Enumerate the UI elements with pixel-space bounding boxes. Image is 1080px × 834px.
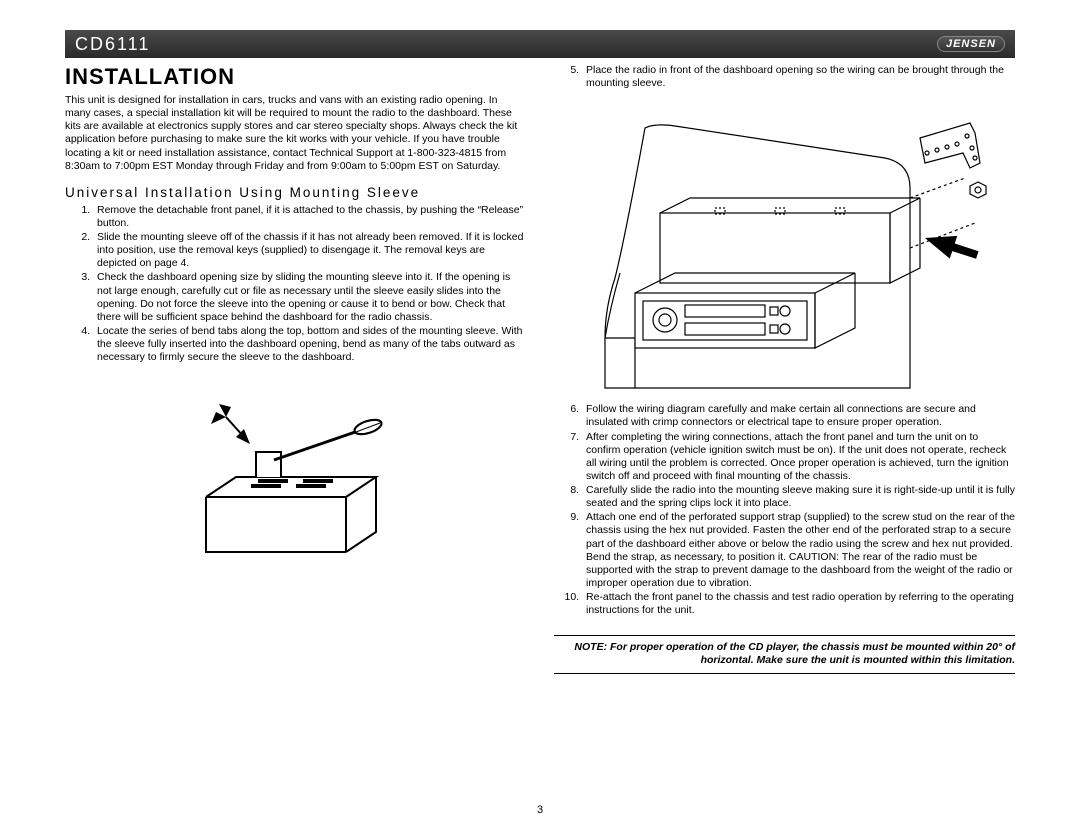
step-item: Locate the series of bend tabs along the… — [93, 325, 526, 364]
intro-paragraph: This unit is designed for installation i… — [65, 94, 526, 173]
step-item: After completing the wiring connections,… — [582, 431, 1015, 484]
step-item: Check the dashboard opening size by slid… — [93, 271, 526, 324]
note-block: NOTE: For proper operation of the CD pla… — [554, 635, 1015, 673]
install-steps-left: Remove the detachable front panel, if it… — [65, 204, 526, 365]
step-item: Slide the mounting sleeve off of the cha… — [93, 231, 526, 270]
left-column: INSTALLATION This unit is designed for i… — [65, 64, 526, 674]
step-item: Follow the wiring diagram carefully and … — [582, 403, 1015, 429]
model-number: CD6111 — [75, 34, 150, 55]
manual-page: CD6111 JENSEN INSTALLATION This unit is … — [0, 0, 1080, 834]
step-item: Place the radio in front of the dashboar… — [582, 64, 1015, 90]
brand-logo: JENSEN — [937, 36, 1005, 52]
step-item: Carefully slide the radio into the mount… — [582, 484, 1015, 510]
install-steps-right-a: Place the radio in front of the dashboar… — [554, 64, 1015, 90]
header-bar: CD6111 JENSEN — [65, 30, 1015, 58]
subsection-heading: Universal Installation Using Mounting Sl… — [65, 185, 526, 200]
step-item: Remove the detachable front panel, if it… — [93, 204, 526, 230]
step-item: Attach one end of the perforated support… — [582, 511, 1015, 590]
section-heading: INSTALLATION — [65, 64, 526, 90]
step-item: Re-attach the front panel to the chassis… — [582, 591, 1015, 617]
install-steps-right-b: Follow the wiring diagram carefully and … — [554, 403, 1015, 617]
figure-screwdriver-tab — [65, 382, 526, 557]
content-columns: INSTALLATION This unit is designed for i… — [65, 64, 1015, 674]
page-number: 3 — [0, 804, 1080, 816]
figure-dashboard-install — [554, 108, 1015, 403]
right-column: Place the radio in front of the dashboar… — [554, 64, 1015, 674]
